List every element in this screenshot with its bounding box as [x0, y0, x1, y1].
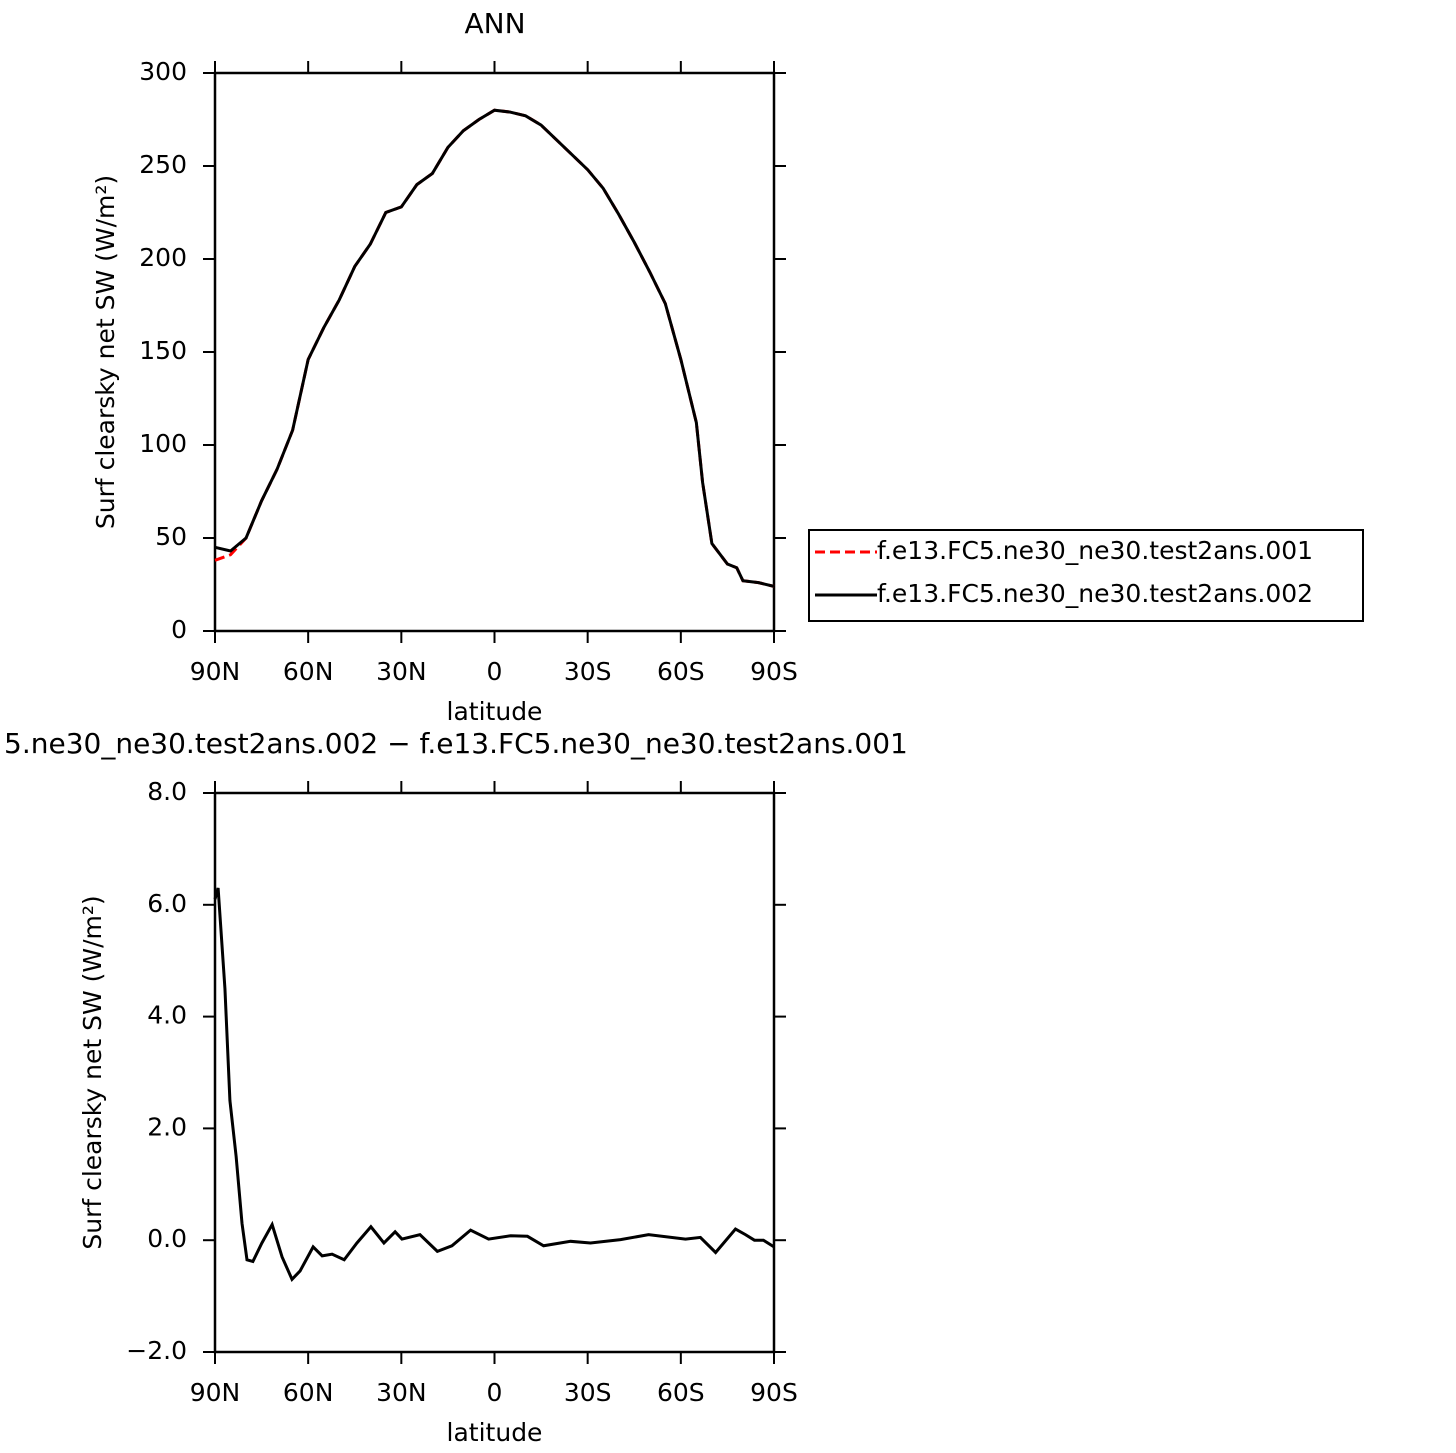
y-tick-label: 0: [171, 615, 187, 644]
x-axis-label: latitude: [447, 1418, 543, 1447]
data-line: [214, 108, 775, 588]
y-tick-label: 100: [139, 429, 187, 458]
x-tick-label: 90N: [190, 1378, 241, 1407]
y-tick-label: 6.0: [147, 889, 187, 918]
y-tick-label: 50: [155, 522, 187, 551]
plot-frame: [213, 71, 776, 633]
y-tick-label: 4.0: [147, 1001, 187, 1030]
y-tick-label: 0.0: [147, 1224, 187, 1253]
x-tick-label: 30S: [564, 1378, 612, 1407]
y-axis-label: Surf clearsky net SW (W/m²): [91, 175, 120, 529]
y-axis-label: Surf clearsky net SW (W/m²): [78, 895, 107, 1249]
x-tick-label: 90S: [750, 1378, 798, 1407]
chart-title: ANN: [464, 7, 525, 40]
x-tick-label: 30N: [376, 657, 427, 686]
x-tick-label: 0: [487, 1378, 503, 1407]
x-tick-label: 60N: [283, 657, 334, 686]
x-tick-label: 30S: [564, 657, 612, 686]
x-tick-label: 60S: [657, 657, 705, 686]
x-tick-label: 30N: [376, 1378, 427, 1407]
y-tick-label: 300: [139, 57, 187, 86]
chart-title: 5.ne30_ne30.test2ans.002 − f.e13.FC5.ne3…: [4, 727, 908, 760]
y-tick-label: 250: [139, 150, 187, 179]
data-line: [214, 108, 775, 588]
y-tick-label: 2.0: [147, 1112, 187, 1141]
plot-frame: [213, 791, 776, 1354]
x-tick-label: 0: [487, 657, 503, 686]
x-axis-label: latitude: [447, 697, 543, 726]
legend-box: [808, 529, 1364, 622]
y-tick-label: −2.0: [126, 1336, 187, 1365]
x-tick-label: 90N: [190, 657, 241, 686]
legend-label: f.e13.FC5.ne30_ne30.test2ans.001: [877, 536, 1313, 565]
data-line: [213, 887, 775, 1282]
x-tick-label: 60S: [657, 1378, 705, 1407]
x-tick-label: 90S: [750, 657, 798, 686]
x-tick-label: 60N: [283, 1378, 334, 1407]
legend-label: f.e13.FC5.ne30_ne30.test2ans.002: [877, 579, 1313, 608]
y-tick-label: 150: [139, 336, 187, 365]
y-tick-label: 8.0: [147, 777, 187, 806]
y-tick-label: 200: [139, 243, 187, 272]
